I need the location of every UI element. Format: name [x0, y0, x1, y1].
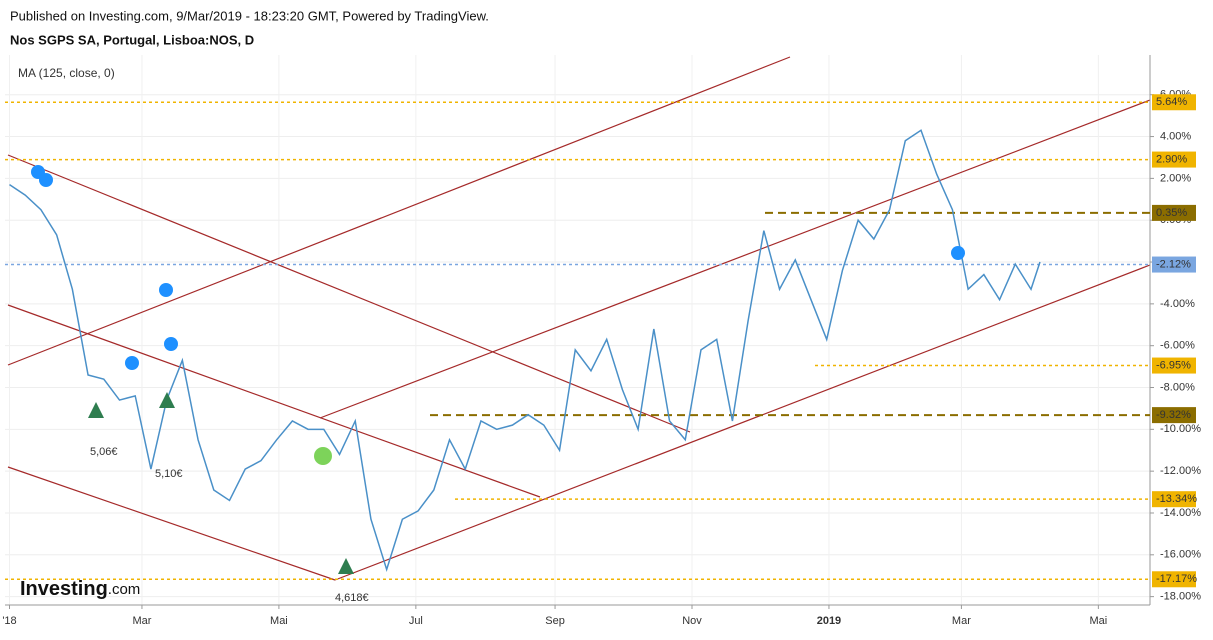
trend-lines	[7, 56, 1151, 581]
x-tick-label: Nov	[682, 615, 702, 627]
price-note: 5,10€	[155, 468, 183, 480]
logo-suffix: .com	[108, 581, 141, 598]
level-label-box	[1152, 94, 1196, 111]
y-tick-label: 4.00%	[1160, 130, 1191, 142]
legend-entry: MA (125, close, 0)	[18, 66, 115, 80]
level-label-box	[1152, 151, 1196, 168]
y-tick-label: -14.00%	[1160, 507, 1201, 519]
y-tick-label: -10.00%	[1160, 423, 1201, 435]
marker-p	[125, 356, 139, 370]
x-tick-label: '18	[2, 615, 16, 627]
level-label: 0.35%	[1156, 207, 1187, 219]
marker-p	[164, 337, 178, 351]
price-line	[9, 129, 1041, 572]
level-label: -17.17%	[1156, 573, 1197, 585]
y-tick-label: 2.00%	[1160, 172, 1191, 184]
level-label-box	[1152, 491, 1196, 508]
level-label-box	[1152, 571, 1196, 588]
level-label: 5.64%	[1156, 96, 1187, 108]
y-tick-label: -18.00%	[1160, 591, 1201, 603]
x-tick-label: Mai	[270, 615, 288, 627]
price-note: 4,618€	[335, 592, 369, 604]
x-tick-label: Mai	[1089, 615, 1107, 627]
marker-d	[314, 447, 332, 465]
level-label-box	[1152, 256, 1196, 273]
marker-arrow	[159, 392, 175, 408]
y-tick-label: -8.00%	[1160, 381, 1195, 393]
logo-main: Investing	[20, 578, 108, 600]
marker-p	[951, 246, 965, 260]
level-label-box	[1152, 357, 1196, 374]
level-label: -13.34%	[1156, 493, 1197, 505]
marker-arrow	[338, 558, 354, 574]
level-label: 2.90%	[1156, 153, 1187, 165]
x-tick-label: Mar	[132, 615, 151, 627]
y-tick-label: -12.00%	[1160, 465, 1201, 477]
x-tick-label: Mar	[952, 615, 971, 627]
y-tick-label: -16.00%	[1160, 549, 1201, 561]
chart-subtitle: Nos SGPS SA, Portugal, Lisboa:NOS, D	[10, 32, 254, 47]
x-tick-label: Sep	[545, 615, 565, 627]
y-tick-label: -4.00%	[1160, 298, 1195, 310]
price-note: 5,06€	[90, 446, 118, 458]
level-label: -9.32%	[1156, 409, 1191, 421]
y-tick-label: -6.00%	[1160, 340, 1195, 352]
marker-p	[39, 173, 53, 187]
marker-p	[159, 283, 173, 297]
x-tick-label: 2019	[817, 615, 841, 627]
level-label-box	[1152, 204, 1196, 221]
marker-arrow	[88, 402, 104, 418]
level-label: -6.95%	[1156, 359, 1191, 371]
logo: Investing.com	[20, 578, 140, 600]
level-label: -2.12%	[1156, 258, 1191, 270]
level-label-box	[1152, 407, 1196, 424]
x-tick-label: Jul	[409, 615, 423, 627]
chart-title: Published on Investing.com, 9/Mar/2019 -…	[10, 8, 489, 23]
